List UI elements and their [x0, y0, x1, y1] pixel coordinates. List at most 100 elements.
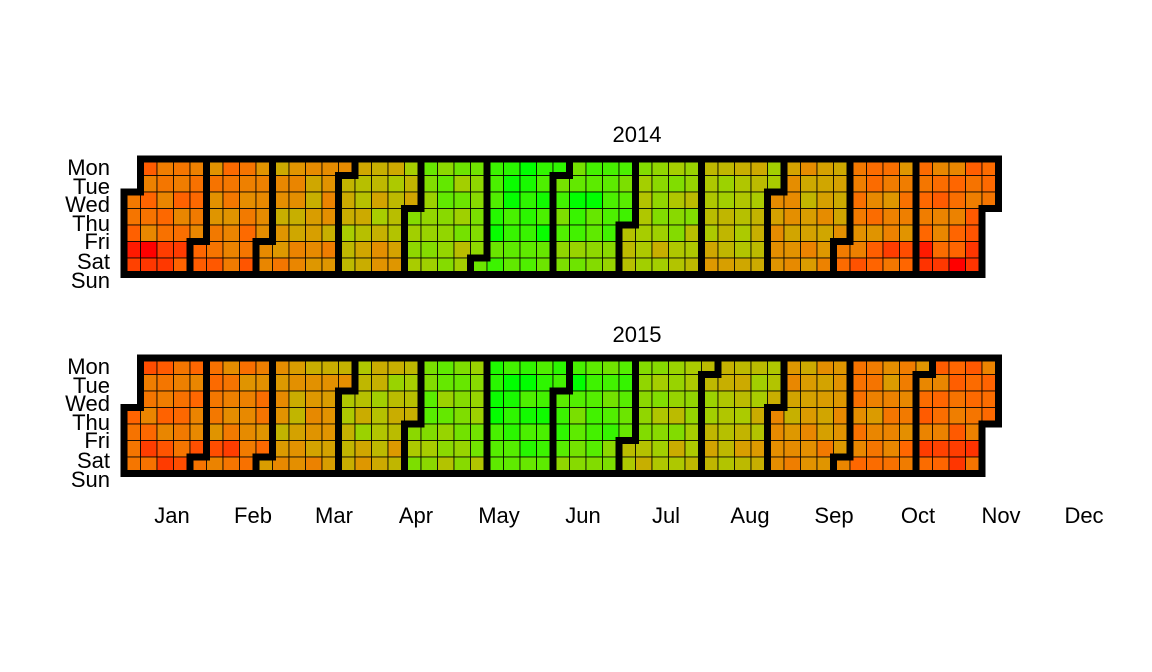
day-cell [503, 440, 521, 458]
day-cell [668, 241, 686, 259]
day-cell [305, 407, 323, 425]
day-cells [123, 357, 999, 474]
day-cell [156, 224, 174, 242]
day-cell [173, 423, 191, 441]
day-cell [519, 440, 537, 458]
month-boundary-line [335, 155, 359, 278]
day-cell [354, 191, 372, 209]
month-boundary-line [830, 354, 854, 477]
weekday-label: Tue [73, 373, 110, 398]
day-cell [288, 374, 306, 392]
day-cell [602, 175, 620, 193]
day-cell [371, 407, 389, 425]
day-cell [420, 440, 438, 458]
day-cell [948, 224, 966, 242]
month-label: Oct [901, 503, 935, 528]
day-cell [222, 208, 240, 226]
day-cell [602, 407, 620, 425]
day-cell [305, 224, 323, 242]
day-cell [651, 423, 669, 441]
month-boundary-line [978, 354, 1002, 477]
day-cell [156, 175, 174, 193]
day-cell [173, 407, 191, 425]
day-cell [239, 191, 257, 209]
month-axis: Jan Feb Mar Apr May Jun Jul Aug Sep Oct Nov Dec [154, 503, 1103, 528]
day-cell [932, 440, 950, 458]
day-cell [453, 390, 471, 408]
day-cell [288, 208, 306, 226]
day-cell [437, 407, 455, 425]
day-cell [503, 191, 521, 209]
day-cell [800, 191, 818, 209]
day-cell [800, 241, 818, 259]
day-cell [800, 224, 818, 242]
day-cell [371, 374, 389, 392]
day-cell [932, 224, 950, 242]
day-cell [734, 407, 752, 425]
month-boundary-line [120, 155, 144, 278]
day-cell [387, 374, 405, 392]
month-boundary-line [186, 354, 210, 477]
day-cell [569, 407, 587, 425]
weekday-label: Wed [65, 192, 110, 217]
day-cell [800, 440, 818, 458]
day-cell [371, 241, 389, 259]
day-cell [800, 374, 818, 392]
day-cell [569, 208, 587, 226]
weekday-label: Fri [84, 428, 110, 453]
day-cell [750, 374, 768, 392]
day-cell [734, 440, 752, 458]
day-cell [239, 175, 257, 193]
day-cell [503, 390, 521, 408]
day-cell [288, 224, 306, 242]
day-cell [734, 390, 752, 408]
day-cell [222, 374, 240, 392]
day-cell [602, 191, 620, 209]
day-cell [882, 390, 900, 408]
day-cell [965, 175, 983, 193]
day-cell [932, 175, 950, 193]
day-cell [602, 390, 620, 408]
panel-title: 2015 [613, 322, 662, 347]
day-cell [948, 175, 966, 193]
day-cell [156, 208, 174, 226]
day-cell [173, 208, 191, 226]
day-cell [503, 374, 521, 392]
day-cell [734, 241, 752, 259]
day-cell [800, 208, 818, 226]
day-cell [519, 407, 537, 425]
day-cell [932, 407, 950, 425]
day-cell [635, 241, 653, 259]
day-cell [948, 407, 966, 425]
day-cell [783, 440, 801, 458]
day-cell [239, 407, 257, 425]
day-cell [783, 208, 801, 226]
day-cell [816, 175, 834, 193]
day-cell [371, 423, 389, 441]
day-cell [800, 175, 818, 193]
weekday-label: Sun [71, 467, 110, 492]
day-cell [140, 208, 158, 226]
day-cell [651, 241, 669, 259]
day-cell [453, 440, 471, 458]
day-cell [668, 440, 686, 458]
day-cell [866, 208, 884, 226]
day-cell [734, 175, 752, 193]
day-cell [734, 374, 752, 392]
day-cell [866, 241, 884, 259]
day-cell [800, 390, 818, 408]
day-cell [948, 208, 966, 226]
month-label: Dec [1064, 503, 1103, 528]
month-label: Nov [981, 503, 1020, 528]
month-label: Feb [234, 503, 272, 528]
weekday-label: Thu [72, 410, 110, 435]
day-cell [288, 440, 306, 458]
day-cell [305, 208, 323, 226]
month-boundaries [120, 155, 1002, 278]
day-cell [173, 374, 191, 392]
day-cell [932, 390, 950, 408]
day-cell [882, 374, 900, 392]
